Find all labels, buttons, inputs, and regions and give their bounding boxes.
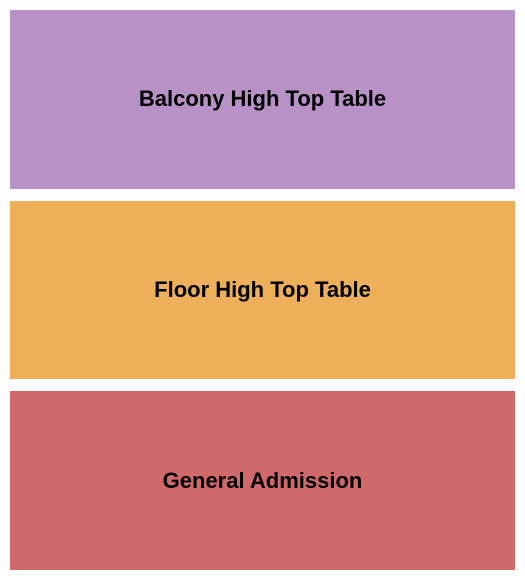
section-balcony[interactable]: Balcony High Top Table — [10, 10, 515, 189]
section-general[interactable]: General Admission — [10, 391, 515, 570]
section-label: Balcony High Top Table — [139, 86, 386, 112]
section-label: General Admission — [163, 468, 363, 494]
seating-chart: Balcony High Top Table Floor High Top Ta… — [10, 10, 515, 570]
section-floor[interactable]: Floor High Top Table — [10, 201, 515, 380]
section-label: Floor High Top Table — [154, 277, 371, 303]
